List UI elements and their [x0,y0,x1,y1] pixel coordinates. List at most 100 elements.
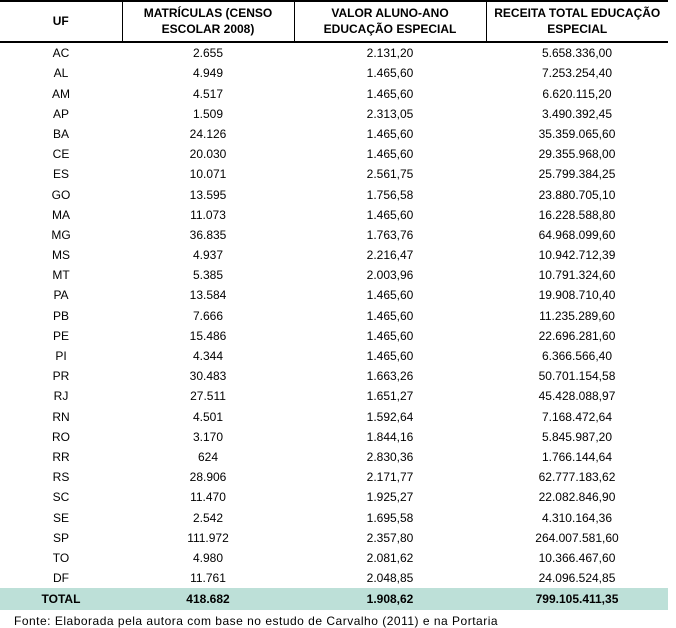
table-row: PI4.3441.465,606.366.566,40 [0,346,668,366]
cell-matriculas: 3.170 [122,427,294,447]
cell-valor: 1.465,60 [294,306,486,326]
cell-valor: 2.048,85 [294,568,486,588]
cell-valor: 1.465,60 [294,63,486,83]
cell-uf: MA [0,205,122,225]
cell-matriculas: 11.470 [122,487,294,507]
total-label: TOTAL [0,588,122,610]
cell-uf: ES [0,164,122,184]
cell-valor: 2.131,20 [294,42,486,63]
cell-receita: 10.942.712,39 [486,245,668,265]
cell-valor: 1.925,27 [294,487,486,507]
cell-receita: 25.799.384,25 [486,164,668,184]
table-row: AL4.9491.465,607.253.254,40 [0,63,668,83]
cell-valor: 1.763,76 [294,225,486,245]
cell-receita: 50.701.154,58 [486,366,668,386]
cell-matriculas: 111.972 [122,528,294,548]
cell-uf: PE [0,326,122,346]
cell-matriculas: 2.655 [122,42,294,63]
cell-valor: 2.830,36 [294,447,486,467]
total-valor: 1.908,62 [294,588,486,610]
cell-receita: 4.310.164,36 [486,508,668,528]
cell-valor: 1.465,60 [294,84,486,104]
cell-receita: 264.007.581,60 [486,528,668,548]
cell-receita: 1.766.144,64 [486,447,668,467]
table-row: AC2.6552.131,205.658.336,00 [0,42,668,63]
cell-uf: AL [0,63,122,83]
cell-receita: 10.366.467,60 [486,548,668,568]
cell-valor: 1.756,58 [294,185,486,205]
cell-receita: 22.082.846,90 [486,487,668,507]
total-receita: 799.105.411,35 [486,588,668,610]
table-row: PE15.4861.465,6022.696.281,60 [0,326,668,346]
table-row: MA11.0731.465,6016.228.588,80 [0,205,668,225]
cell-valor: 1.465,60 [294,144,486,164]
cell-uf: AP [0,104,122,124]
cell-matriculas: 7.666 [122,306,294,326]
source-note: Fonte: Elaborada pela autora com base no… [0,610,676,628]
cell-receita: 7.168.472,64 [486,407,668,427]
cell-valor: 1.695,58 [294,508,486,528]
table-header-row: UF MATRÍCULAS (CENSO ESCOLAR 2008) VALOR… [0,1,668,42]
cell-uf: SP [0,528,122,548]
table-row: PR30.4831.663,2650.701.154,58 [0,366,668,386]
cell-receita: 5.845.987,20 [486,427,668,447]
table-row: MS4.9372.216,4710.942.712,39 [0,245,668,265]
cell-receita: 35.359.065,60 [486,124,668,144]
table-row: PA13.5841.465,6019.908.710,40 [0,285,668,305]
cell-uf: MS [0,245,122,265]
cell-uf: GO [0,185,122,205]
col-header-matriculas: MATRÍCULAS (CENSO ESCOLAR 2008) [122,1,294,42]
table-row: CE20.0301.465,6029.355.968,00 [0,144,668,164]
col-header-uf: UF [0,1,122,42]
cell-matriculas: 15.486 [122,326,294,346]
total-matriculas: 418.682 [122,588,294,610]
cell-receita: 19.908.710,40 [486,285,668,305]
cell-receita: 10.791.324,60 [486,265,668,285]
cell-matriculas: 24.126 [122,124,294,144]
cell-matriculas: 11.073 [122,205,294,225]
cell-matriculas: 13.584 [122,285,294,305]
cell-uf: PA [0,285,122,305]
cell-receita: 11.235.289,60 [486,306,668,326]
table-row: TO4.9802.081,6210.366.467,60 [0,548,668,568]
table-row: RR6242.830,361.766.144,64 [0,447,668,467]
cell-receita: 23.880.705,10 [486,185,668,205]
table-row: RO3.1701.844,165.845.987,20 [0,427,668,447]
cell-uf: PR [0,366,122,386]
cell-uf: AC [0,42,122,63]
table-total-row: TOTAL 418.682 1.908,62 799.105.411,35 [0,588,668,610]
table-row: GO13.5951.756,5823.880.705,10 [0,185,668,205]
table-body: AC2.6552.131,205.658.336,00AL4.9491.465,… [0,42,668,588]
table-row: SP111.9722.357,80264.007.581,60 [0,528,668,548]
cell-matriculas: 4.980 [122,548,294,568]
cell-valor: 1.663,26 [294,366,486,386]
cell-matriculas: 4.344 [122,346,294,366]
cell-uf: RS [0,467,122,487]
col-header-valor: VALOR ALUNO-ANO EDUCAÇÃO ESPECIAL [294,1,486,42]
cell-receita: 29.355.968,00 [486,144,668,164]
cell-valor: 1.465,60 [294,285,486,305]
cell-matriculas: 27.511 [122,386,294,406]
cell-valor: 2.171,77 [294,467,486,487]
cell-valor: 2.003,96 [294,265,486,285]
table-row: PB7.6661.465,6011.235.289,60 [0,306,668,326]
cell-valor: 2.081,62 [294,548,486,568]
cell-uf: RN [0,407,122,427]
cell-matriculas: 4.501 [122,407,294,427]
cell-uf: MG [0,225,122,245]
cell-matriculas: 4.517 [122,84,294,104]
table-row: MT5.3852.003,9610.791.324,60 [0,265,668,285]
table-row: ES10.0712.561,7525.799.384,25 [0,164,668,184]
cell-valor: 1.651,27 [294,386,486,406]
cell-valor: 2.357,80 [294,528,486,548]
cell-receita: 22.696.281,60 [486,326,668,346]
cell-uf: SC [0,487,122,507]
cell-receita: 7.253.254,40 [486,63,668,83]
table-row: SC11.4701.925,2722.082.846,90 [0,487,668,507]
table-row: AM4.5171.465,606.620.115,20 [0,84,668,104]
cell-matriculas: 2.542 [122,508,294,528]
cell-matriculas: 10.071 [122,164,294,184]
cell-uf: RO [0,427,122,447]
cell-receita: 24.096.524,85 [486,568,668,588]
cell-uf: TO [0,548,122,568]
